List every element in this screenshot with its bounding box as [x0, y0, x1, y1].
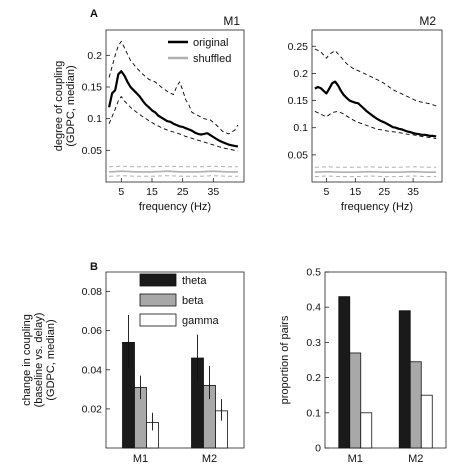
- panel-label-b: B: [90, 261, 98, 273]
- x-category-label: M2: [202, 453, 217, 465]
- x-category-label: M1: [133, 453, 148, 465]
- bar-gamma-m2: [420, 394, 433, 449]
- series-line-original-upper-bound: [314, 48, 437, 107]
- y-axis-label: proportion of pairs: [279, 315, 291, 404]
- legend-label: gamma: [182, 315, 220, 327]
- bar-theta-m1: [338, 296, 351, 449]
- x-tick-label: 25: [378, 186, 390, 198]
- bar-theta-m2: [398, 310, 411, 449]
- plot-frame: [105, 271, 245, 449]
- bar-beta-m2: [409, 361, 422, 449]
- chart-title: M2: [419, 14, 436, 28]
- y-tick-label: 0.1: [306, 407, 321, 419]
- y-axis-label: degree of coupling: [53, 61, 65, 152]
- legend-swatch: [139, 293, 177, 307]
- x-tick-label: 25: [177, 186, 189, 198]
- series-line-original-median: [108, 70, 239, 148]
- y-tick-label: 0.02: [82, 403, 103, 415]
- x-tick-label: 35: [407, 186, 419, 198]
- series-line-shuffled-lower-bound: [109, 175, 238, 177]
- plot-frame: [105, 29, 245, 183]
- y-tick-label: 0.4: [306, 302, 321, 314]
- y-tick-label: 0.1: [87, 113, 102, 125]
- chart-title: M1: [223, 14, 240, 28]
- y-axis-label: (GDPC, median): [65, 65, 77, 146]
- chart-change-in-coupling: 0.02 0.04 0.06 0.08 M1 M2 change in coupling (b…: [21, 271, 245, 465]
- y-tick-label: 0.15: [288, 95, 309, 107]
- legend-label: beta: [182, 295, 204, 307]
- y-tick-label: 0.25: [288, 41, 309, 53]
- plot-frame: [311, 29, 443, 183]
- y-tick-label: 0.2: [293, 68, 308, 80]
- series-line-original-median: [314, 80, 437, 138]
- bar-beta-m1: [349, 352, 362, 449]
- y-tick-label: 0.06: [82, 325, 103, 337]
- x-axis-label: frequency (Hz): [139, 201, 211, 213]
- series-line-shuffled-upper-bound: [314, 166, 437, 168]
- y-tick-label: 0.3: [306, 337, 321, 349]
- series-line-original-lower-bound: [314, 110, 437, 140]
- y-axis-label: (baseline vs. delay): [33, 313, 45, 408]
- y-axis-label: change in coupling: [21, 314, 33, 406]
- x-tick-label: 15: [349, 186, 361, 198]
- panel-label-a: A: [90, 8, 98, 20]
- x-category-label: M2: [408, 453, 423, 465]
- chart-proportion-of-pairs: 0 0.1 0.2 0.3 0.4 0.5 M1 M2 proportion of pairs: [279, 267, 447, 465]
- y-tick-label: 0.05: [82, 145, 103, 157]
- series-line-shuffled-upper-bound: [109, 165, 238, 168]
- series-line-original-lower-bound: [108, 96, 238, 152]
- legend-label: theta: [182, 275, 207, 287]
- y-tick-label: 0.5: [306, 267, 321, 279]
- x-tick-label: 5: [324, 186, 330, 198]
- chart-coupling-vs-frequency-m2: 5 15 25 35 0.05 0.1 0.15 0.2 0.25 frequency (Hz) M…: [288, 14, 443, 213]
- x-tick-label: 15: [146, 186, 158, 198]
- x-tick-label: 5: [118, 186, 124, 198]
- x-category-label: M1: [348, 453, 363, 465]
- y-tick-label: 0.08: [82, 286, 103, 298]
- series-line-shuffled-median: [109, 170, 238, 173]
- legend-swatch: [139, 313, 177, 327]
- legend-label: shuffled: [193, 53, 231, 65]
- x-tick-label: 35: [207, 186, 219, 198]
- y-tick-label: 0.2: [306, 372, 321, 384]
- y-tick-label: 0.1: [293, 122, 308, 134]
- y-tick-label: 0.05: [288, 149, 309, 161]
- y-axis-label: (GDPC, median): [45, 319, 57, 400]
- x-axis-label: frequency (Hz): [341, 201, 413, 213]
- legend-swatch: [139, 273, 177, 287]
- chart-coupling-vs-frequency-m1: 5 15 25 35 0.05 0.1 0.15 0.2 frequency (Hz) M1 deg…: [53, 14, 245, 213]
- y-tick-label: 0: [315, 443, 321, 455]
- plot-frame: [324, 271, 447, 449]
- y-tick-label: 0.04: [82, 364, 103, 376]
- bar-gamma-m1: [360, 412, 373, 449]
- legend-label: original: [193, 37, 228, 49]
- y-tick-label: 0.2: [87, 50, 102, 62]
- series-line-shuffled-median: [314, 170, 437, 173]
- series-line-shuffled-lower-bound: [314, 175, 437, 178]
- series-line-original-upper-bound: [108, 40, 239, 135]
- y-tick-label: 0.15: [82, 82, 103, 94]
